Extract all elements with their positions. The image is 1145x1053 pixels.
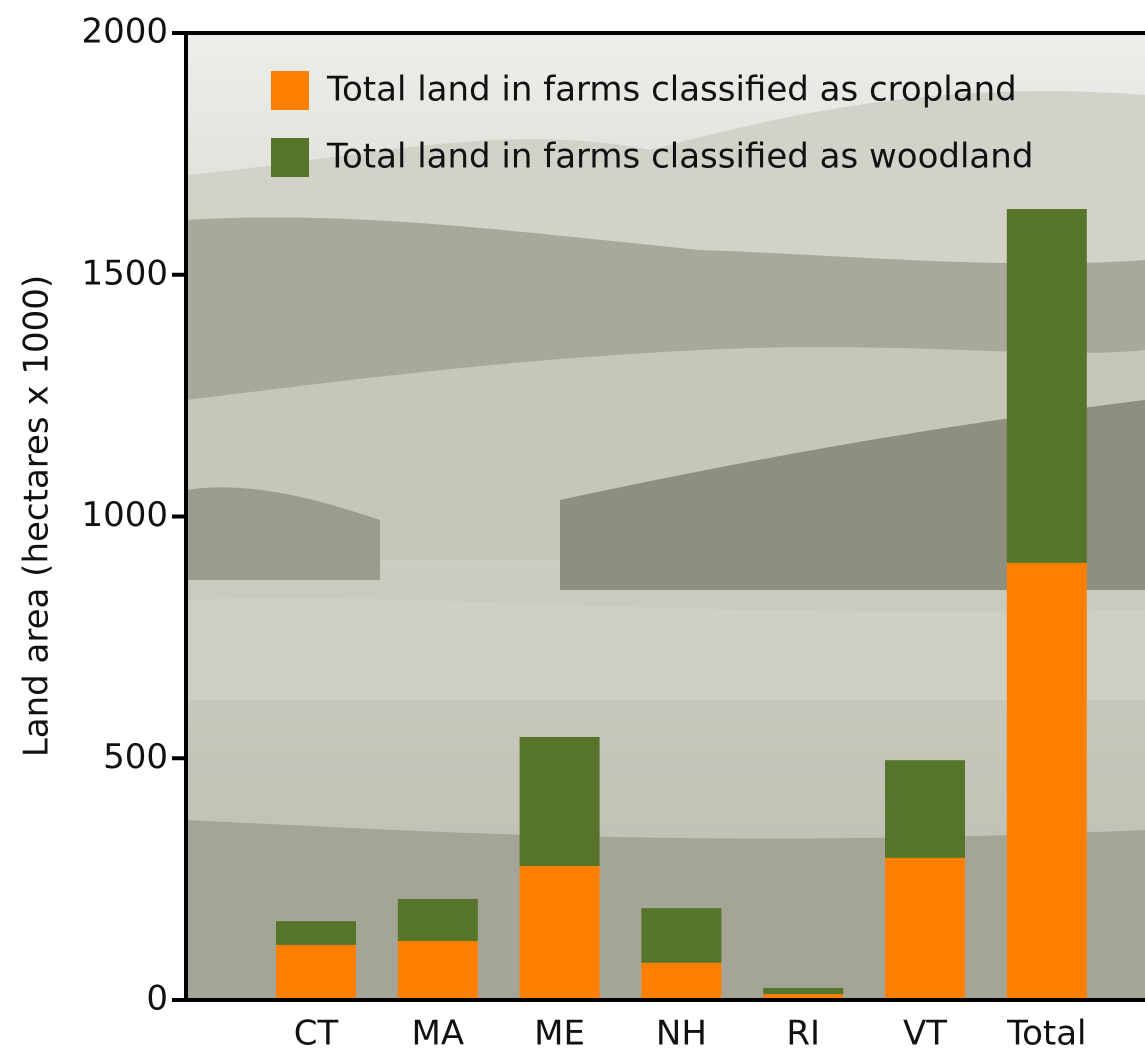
y-axis-label: Land area (hectares x 1000)	[17, 275, 57, 757]
bar-segment	[520, 737, 600, 866]
y-tick-label: 1500	[81, 253, 168, 293]
y-tick-label: 2000	[81, 12, 168, 52]
bar-segment	[520, 866, 600, 1000]
bar-segment	[1007, 209, 1087, 563]
y-tick-label: 500	[103, 737, 168, 777]
bar-segment	[398, 899, 478, 941]
x-tick-label: RI	[786, 1014, 820, 1053]
bar-segment	[885, 858, 965, 1000]
legend-label: Total land in farms classified as woodla…	[326, 137, 1033, 177]
y-tick-label: 0	[146, 979, 168, 1019]
bar-segment	[276, 945, 356, 1000]
x-tick-label: Total	[1006, 1014, 1086, 1053]
bar-segment	[885, 760, 965, 858]
bar-segment	[398, 941, 478, 1000]
bar-segment	[1007, 563, 1087, 1000]
bar-segment	[276, 921, 356, 945]
bar-segment	[763, 988, 843, 994]
bar-segment	[641, 963, 721, 1000]
legend-label: Total land in farms classified as cropla…	[326, 70, 1017, 110]
x-tick-label: NH	[656, 1014, 707, 1053]
x-tick-label: MA	[412, 1014, 465, 1053]
background-photo	[186, 33, 1145, 1000]
legend-swatch	[271, 71, 309, 110]
chart: Land area (hectares x 1000) 0 500 1000 1500…	[0, 0, 1145, 1053]
legend-swatch	[271, 138, 309, 177]
bar-segment	[641, 908, 721, 963]
x-tick-label: VT	[903, 1014, 947, 1053]
x-tick-label: CT	[294, 1014, 339, 1053]
x-tick-label: ME	[534, 1014, 585, 1053]
y-tick-label: 1000	[81, 495, 168, 535]
